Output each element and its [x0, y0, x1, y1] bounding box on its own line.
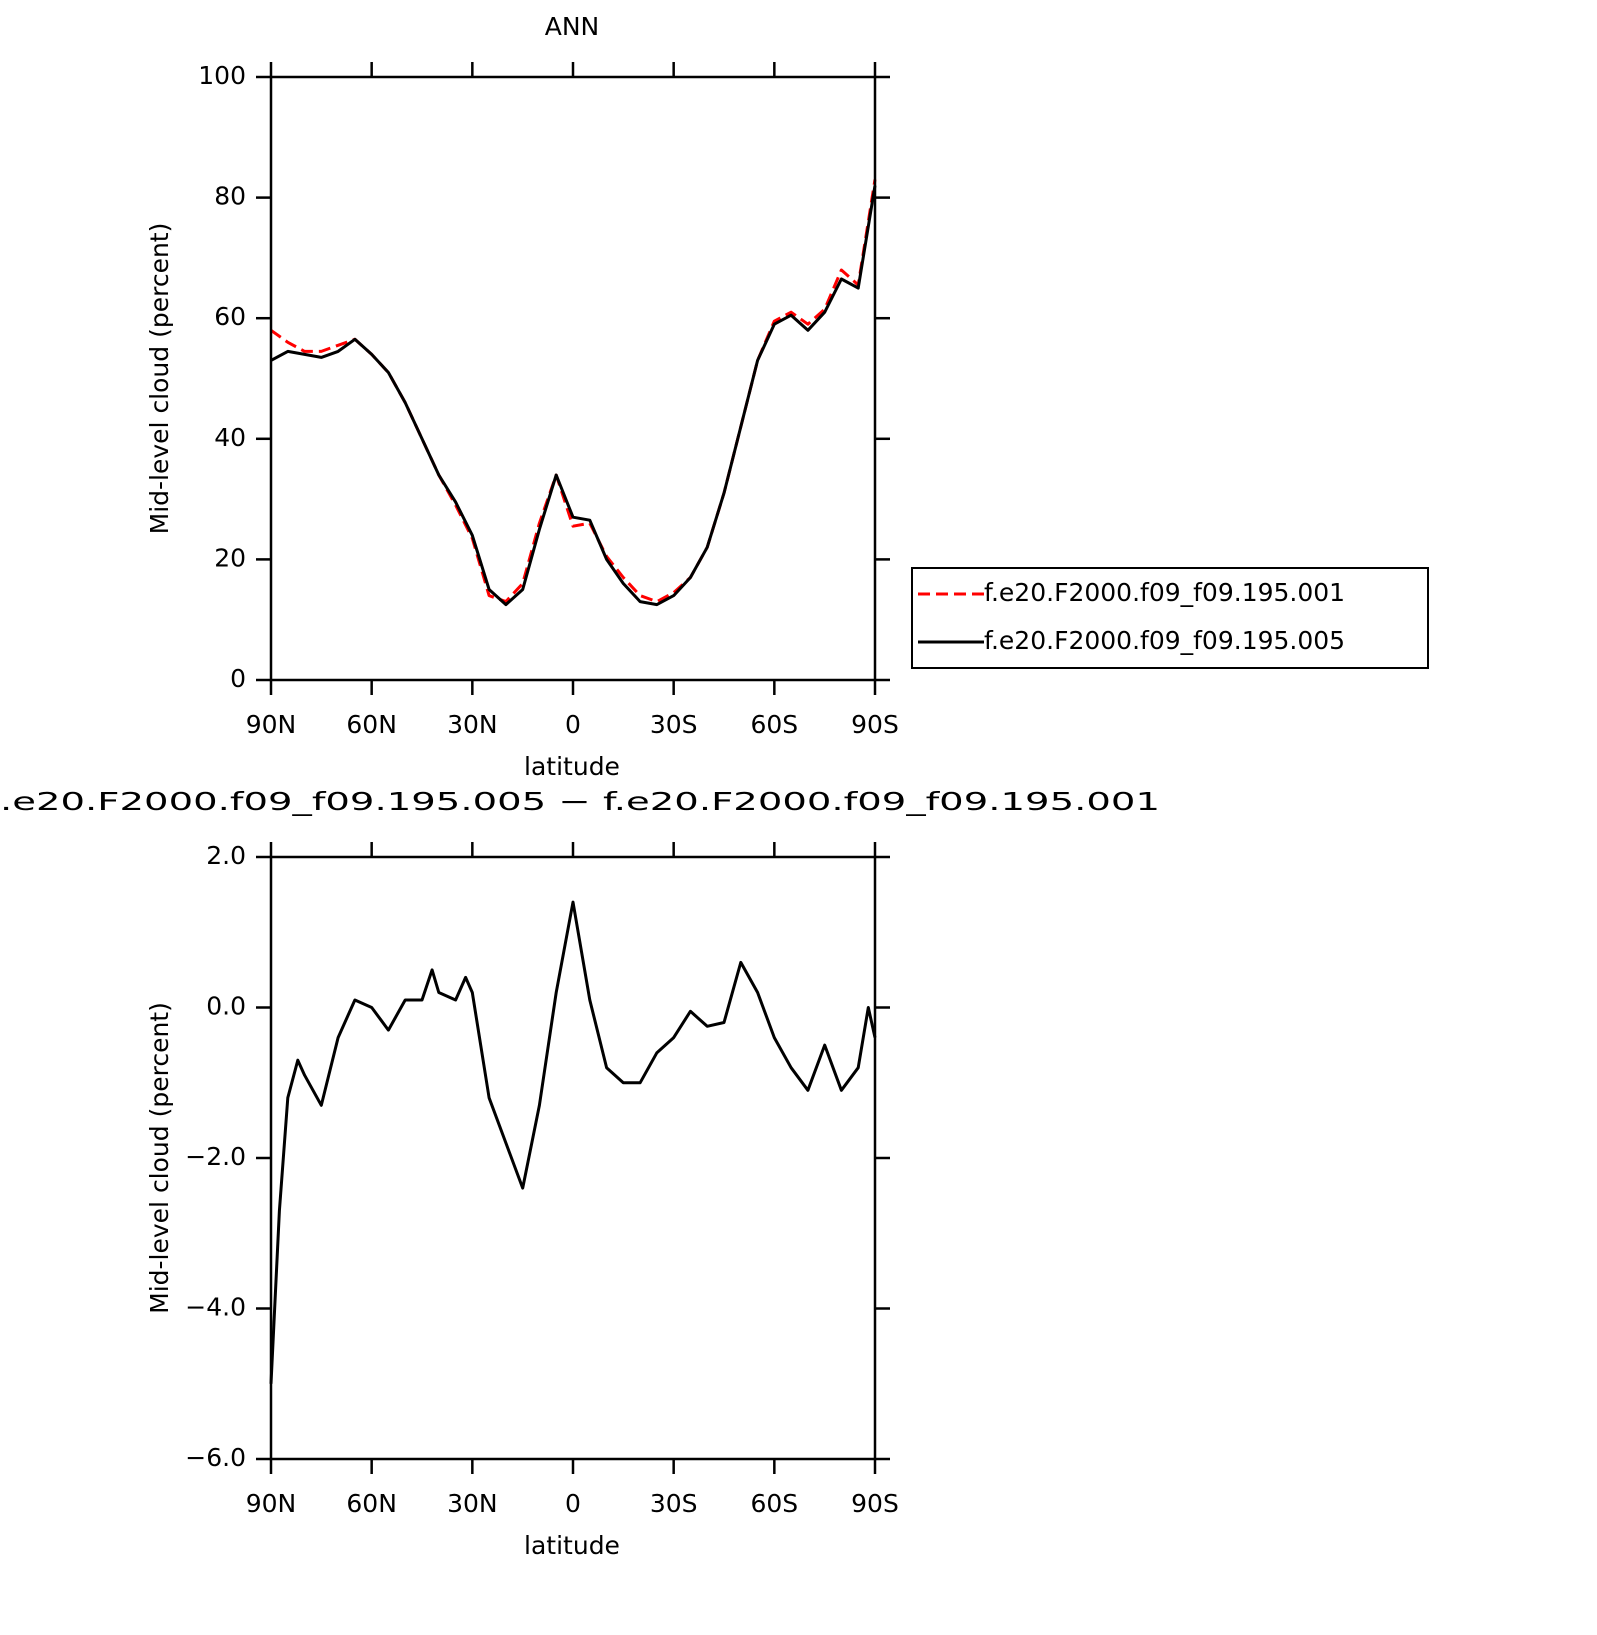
x-tick-label: 30N: [447, 710, 498, 739]
x-tick-label: 30S: [650, 710, 698, 739]
y-tick-label: 2.0: [206, 841, 246, 870]
x-tick-label: 90N: [246, 1489, 297, 1518]
y-tick-label: −2.0: [185, 1142, 246, 1171]
chart-title: ANN: [545, 12, 600, 41]
y-tick-label: −4.0: [185, 1293, 246, 1322]
x-tick-label: 90S: [851, 710, 899, 739]
plot-frame: [269, 75, 877, 682]
x-axis-label: latitude: [524, 752, 620, 781]
x-axis-label: latitude: [524, 1531, 620, 1560]
legend-label: f.e20.F2000.f09_f09.195.005: [984, 626, 1345, 655]
legend-label: f.e20.F2000.f09_f09.195.001: [984, 578, 1345, 607]
x-tick-label: 90S: [851, 1489, 899, 1518]
y-axis-label: Mid-level cloud (percent): [145, 223, 174, 535]
y-tick-label: 0: [230, 664, 246, 693]
y-tick-label: 60: [214, 302, 246, 331]
x-tick-label: 60N: [346, 710, 397, 739]
y-tick-label: 20: [214, 543, 246, 572]
x-tick-label: 30N: [447, 1489, 498, 1518]
y-tick-label: 80: [214, 182, 246, 211]
x-tick-label: 0: [565, 710, 581, 739]
y-tick-label: 40: [214, 423, 246, 452]
x-tick-label: 60S: [750, 1489, 798, 1518]
legend-box: [911, 567, 1429, 669]
series-line: [269, 900, 877, 1384]
plot-frame: [269, 855, 877, 1461]
y-axis-label: Mid-level cloud (percent): [145, 1002, 174, 1314]
x-tick-label: 60N: [346, 1489, 397, 1518]
series-line: [270, 179, 877, 604]
x-tick-label: 90N: [246, 710, 297, 739]
x-tick-label: 30S: [650, 1489, 698, 1518]
x-tick-label: 60S: [750, 710, 798, 739]
x-tick-label: 0: [565, 1489, 581, 1518]
chart-title: .e20.F2000.f09_f09.195.005 − f.e20.F2000…: [0, 787, 1160, 816]
y-tick-label: 0.0: [206, 992, 246, 1021]
series-line: [270, 185, 877, 607]
y-tick-label: 100: [198, 61, 246, 90]
y-tick-label: −6.0: [185, 1443, 246, 1472]
